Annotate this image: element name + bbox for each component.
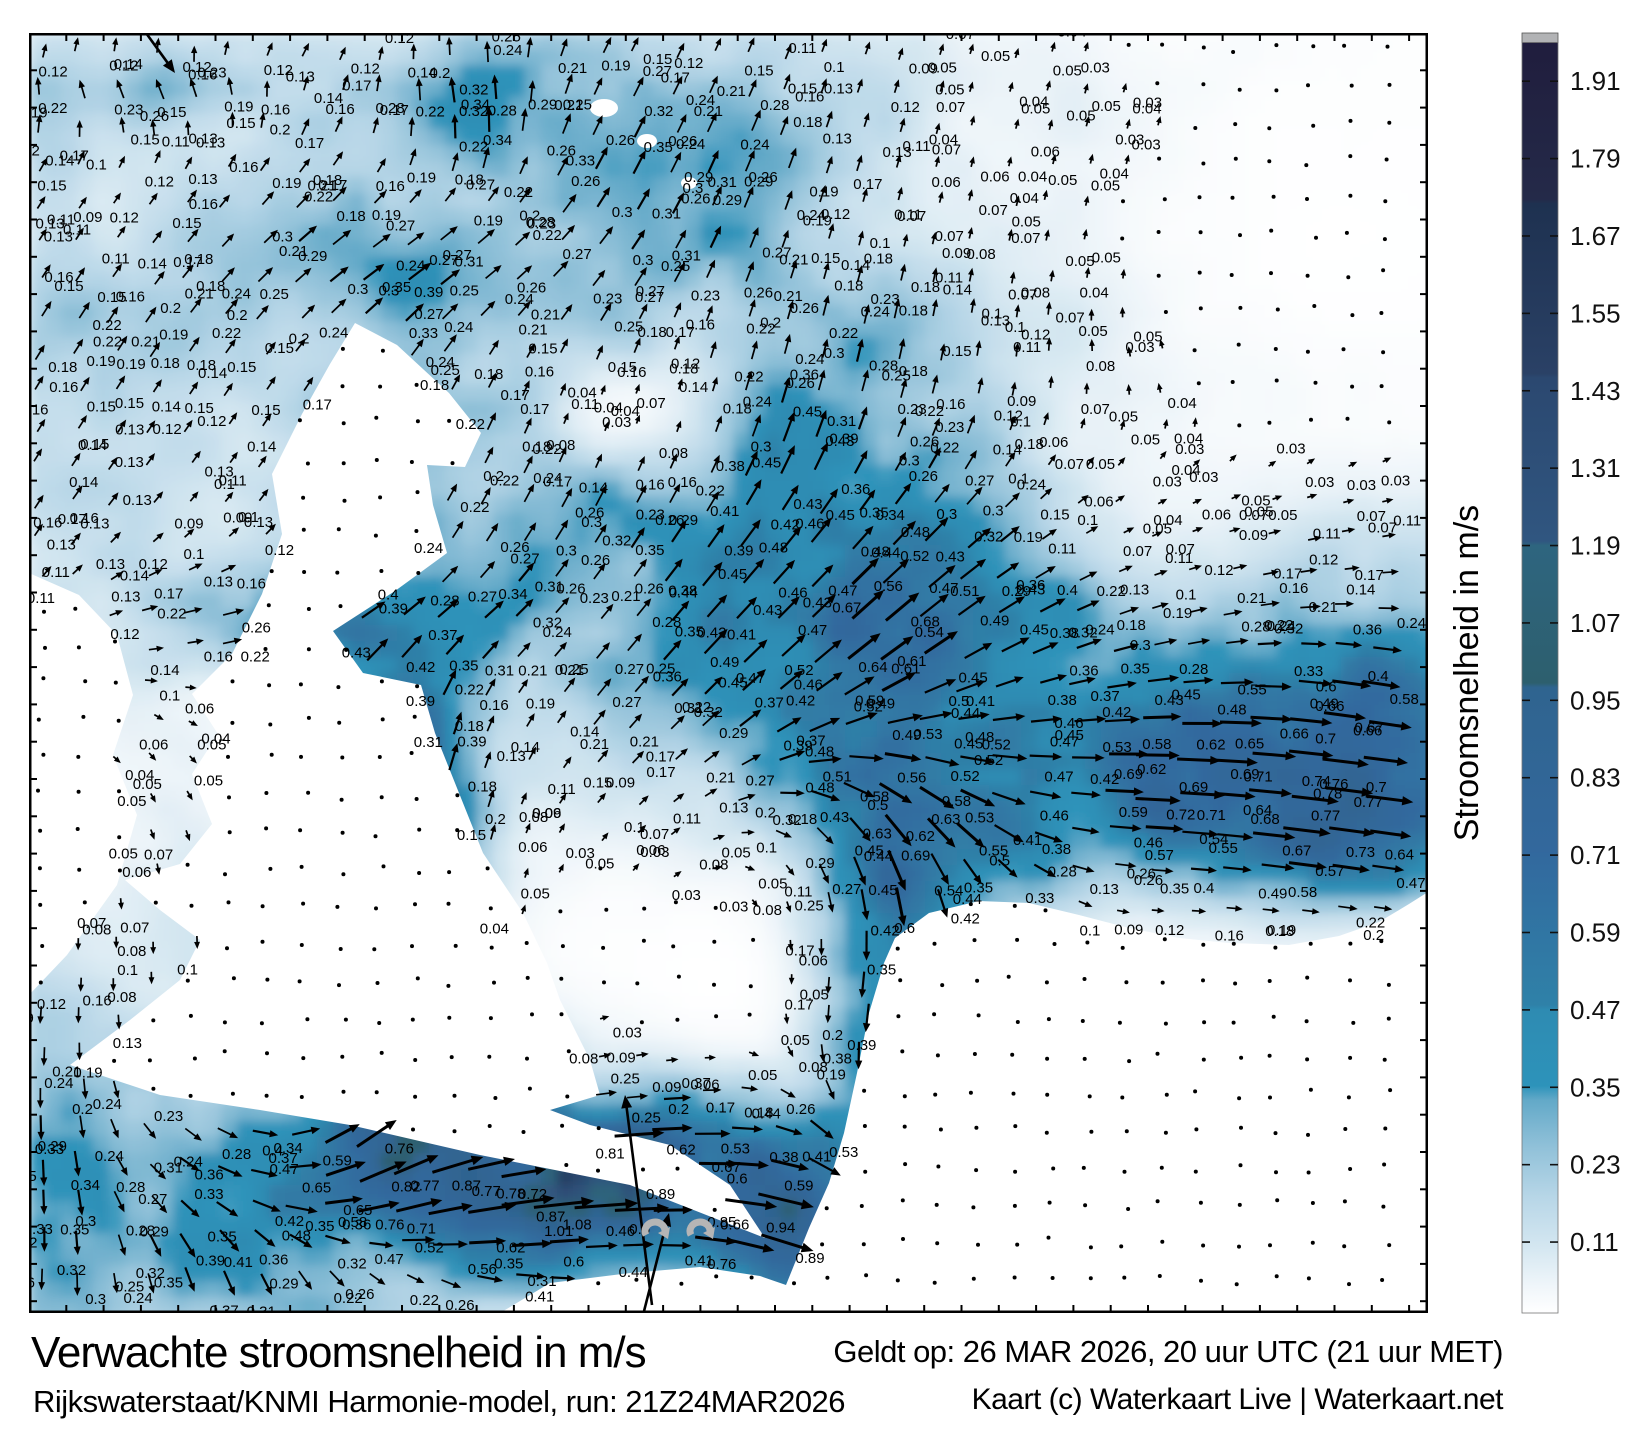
- colorbar-tick-label: 0.59: [1570, 917, 1621, 947]
- colorbar-tick-label: 0.71: [1570, 840, 1621, 870]
- colorbar-tick-label: 1.07: [1570, 608, 1621, 638]
- valid-time: Geldt op: 26 MAR 2026, 20 uur UTC (21 uu…: [833, 1334, 1503, 1369]
- long-outlier-arrows: [144, 33, 672, 1313]
- colorbar-tick-label: 0.11: [1570, 1227, 1619, 1257]
- colorbar-tick-label: 1.31: [1570, 453, 1621, 483]
- colorbar-tick-label: 1.19: [1570, 531, 1621, 561]
- current-speed-map: 0.120.120.120.140.160.120.120.130.120.12…: [29, 33, 1428, 1313]
- copyright-credit: Kaart (c) Waterkaart Live | Waterkaart.n…: [971, 1383, 1504, 1416]
- colorbar-tick-label: 0.35: [1570, 1072, 1621, 1102]
- ferry-icons: [641, 1218, 715, 1239]
- colorbar-tick-label: 1.67: [1570, 221, 1621, 251]
- colorbar-tick-label: 1.91: [1570, 66, 1621, 96]
- land-masses: [29, 99, 1428, 1313]
- ferry-icon: [686, 1218, 714, 1237]
- colorbar-tick-label: 1.55: [1570, 298, 1621, 328]
- colorbar-tick-label: 0.23: [1570, 1150, 1621, 1180]
- colorbar-tick-label: 0.95: [1570, 685, 1621, 715]
- colorbar-tick-label: 1.43: [1570, 376, 1621, 406]
- colorbar-axis-label: Stroomsnelheid in m/s: [1448, 505, 1486, 841]
- map-frame: [29, 33, 1428, 1313]
- colorbar-tick-label: 1.79: [1570, 144, 1621, 174]
- colorbar-tick-labels: 1.91 1.79 1.67 1.55 1.43 1.31 1.19 1.07 0.95 0.83…: [1570, 66, 1621, 1257]
- flow-arrows-layer: [33, 36, 1414, 1296]
- ferry-icon: [641, 1218, 669, 1237]
- colorbar-gradient: [1521, 42, 1559, 1314]
- colorbar-ticks: [1522, 80, 1558, 1243]
- colorbar-tick-label: 0.47: [1570, 995, 1621, 1025]
- speed-labels-layer: 0.120.120.120.140.160.120.120.130.120.12…: [29, 33, 1426, 1313]
- model-run-info: Rijkswaterstaat/KNMI Harmonie-model, run…: [33, 1384, 846, 1419]
- colorbar-overrange-cap: [1521, 32, 1559, 43]
- colorbar-tick-label: 0.83: [1570, 763, 1621, 793]
- colorbar: 1.91 1.79 1.67 1.55 1.43 1.31 1.19 1.07 0.95 0.83…: [1448, 32, 1621, 1314]
- map-title: Verwachte stroomsnelheid in m/s: [31, 1328, 647, 1377]
